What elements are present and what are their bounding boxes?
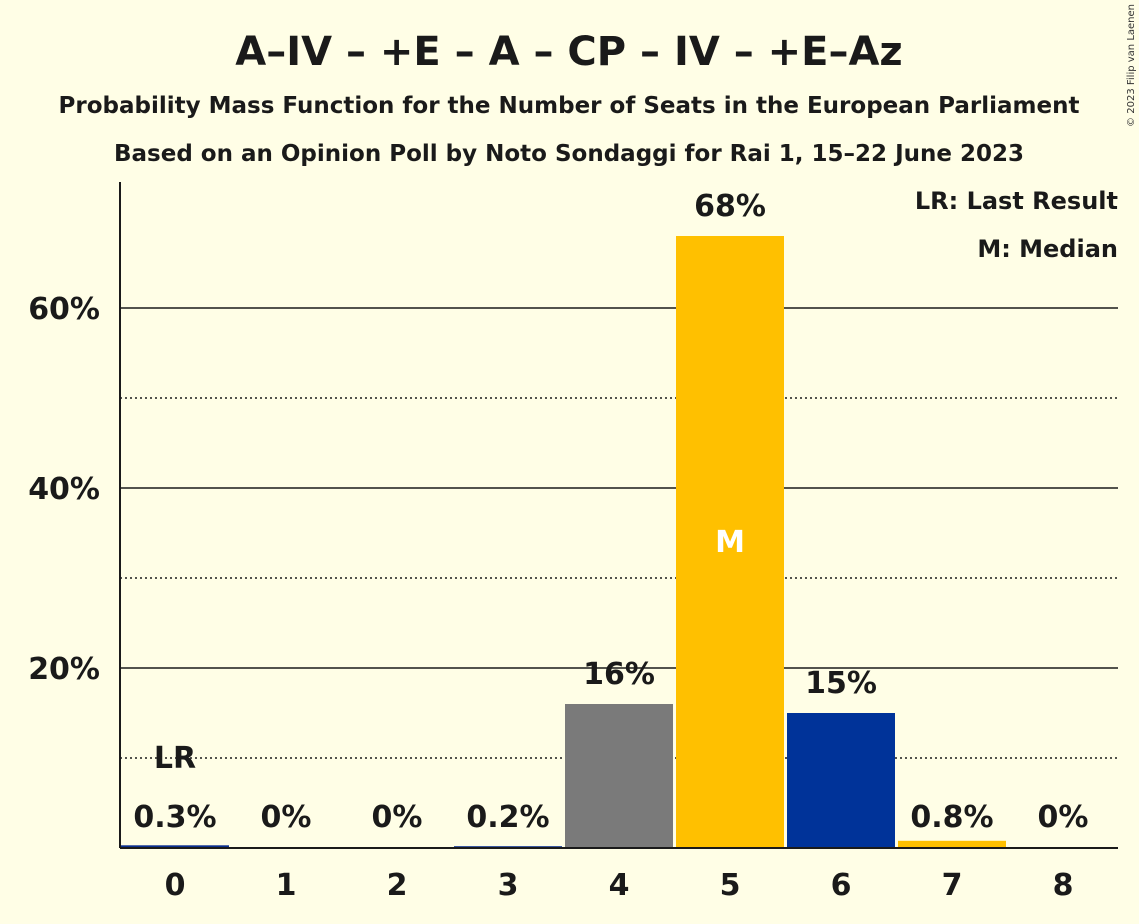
x-tick-label-4: 4 (609, 868, 630, 903)
data-label-4: 16% (583, 657, 655, 692)
chart-title: A–IV – +E – A – CP – IV – +E–Az (235, 29, 902, 75)
x-tick-label-6: 6 (831, 868, 852, 903)
y-tick-label: 60% (28, 292, 100, 327)
copyright-text: © 2023 Filip van Laenen (1126, 4, 1137, 127)
bar-6 (787, 713, 895, 848)
y-tick-label: 20% (28, 652, 100, 687)
chart-subtitle: Probability Mass Function for the Number… (59, 93, 1080, 119)
bar-5 (676, 236, 784, 848)
bar-0 (121, 845, 229, 848)
bars-group (121, 236, 1006, 848)
legend-median: M: Median (977, 235, 1118, 263)
x-tick-label-0: 0 (165, 868, 186, 903)
bar-4 (565, 704, 673, 848)
bar-7 (898, 840, 1006, 848)
axes-group (119, 182, 1118, 849)
grid-lines: 20% 40% 60% (28, 292, 1118, 759)
data-label-2: 0% (372, 800, 423, 835)
data-label-1: 0% (261, 800, 312, 835)
data-labels-group: 0.3% 0 0% 1 0% 2 0.2% 3 16% 4 68% 5 15% 6 0.8% 7 0% 8 LR M (133, 189, 1088, 903)
data-label-0: 0.3% (133, 800, 216, 835)
chart-subtitle-source: Based on an Opinion Poll by Noto Sondagg… (114, 141, 1024, 167)
x-tick-label-2: 2 (387, 868, 408, 903)
data-label-3: 0.2% (466, 800, 549, 835)
legend-last-result: LR: Last Result (915, 187, 1118, 215)
median-marker: M (715, 525, 745, 560)
x-tick-label-1: 1 (276, 868, 297, 903)
x-tick-label-3: 3 (498, 868, 519, 903)
data-label-8: 0% (1038, 800, 1089, 835)
data-label-7: 0.8% (910, 800, 993, 835)
x-tick-label-8: 8 (1053, 868, 1074, 903)
y-tick-label: 40% (28, 472, 100, 507)
x-tick-label-7: 7 (942, 868, 963, 903)
x-tick-label-5: 5 (720, 868, 741, 903)
last-result-marker: LR (154, 741, 196, 776)
data-label-5: 68% (694, 189, 766, 224)
data-label-6: 15% (805, 666, 877, 701)
